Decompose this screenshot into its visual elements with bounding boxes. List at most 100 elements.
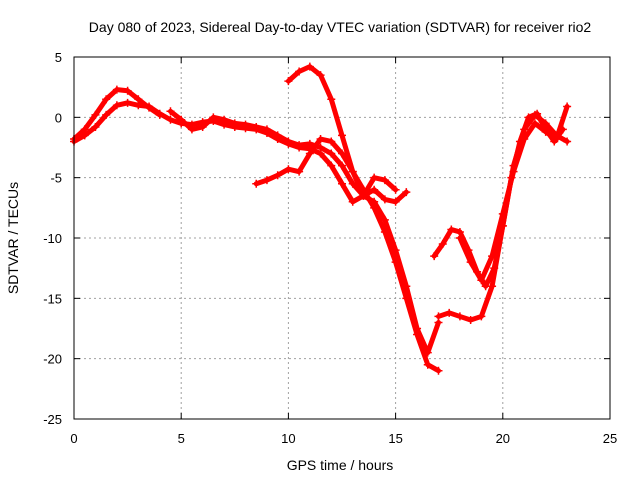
data-point	[123, 86, 132, 95]
data-point	[445, 308, 454, 317]
data-point	[338, 179, 346, 188]
data-point	[284, 77, 293, 86]
data-point	[327, 137, 336, 146]
data-point	[370, 197, 379, 206]
data-point	[230, 119, 239, 128]
data-point	[541, 127, 550, 136]
y-tick-label: 5	[55, 50, 62, 65]
x-tick-label: 10	[281, 431, 295, 446]
data-point	[209, 113, 218, 122]
data-point	[295, 141, 304, 150]
data-point	[284, 165, 293, 174]
data-point	[327, 149, 336, 158]
data-point	[295, 67, 304, 76]
data-point	[327, 95, 336, 104]
data-point	[187, 125, 196, 134]
data-point	[112, 101, 121, 110]
data-point	[520, 135, 529, 144]
data-point	[273, 131, 282, 140]
data-point	[563, 137, 572, 146]
data-point	[434, 312, 443, 321]
data-point	[177, 115, 186, 124]
data-point	[220, 115, 229, 124]
data-point	[316, 135, 325, 144]
data-point	[166, 107, 175, 116]
y-tick-label: -10	[43, 231, 62, 246]
data-point	[380, 176, 389, 185]
data-point	[145, 103, 154, 112]
chart-title: Day 080 of 2023, Sidereal Day-to-day VTE…	[89, 19, 592, 35]
series-line	[457, 103, 570, 283]
data-point	[430, 252, 439, 261]
data-point	[252, 179, 261, 188]
data-point	[102, 95, 111, 104]
y-axis-label: SDTVAR / TECUs	[5, 182, 21, 294]
data-series	[70, 62, 572, 375]
data-point	[438, 240, 447, 249]
data-point	[241, 120, 250, 129]
data-point	[102, 110, 111, 119]
data-point	[134, 95, 143, 104]
data-point	[391, 246, 400, 255]
data-point	[477, 276, 486, 285]
y-tick-label: -25	[43, 412, 62, 427]
series-trace-e	[284, 62, 443, 357]
data-point	[305, 149, 314, 158]
data-point	[413, 324, 422, 333]
data-point	[391, 185, 400, 194]
y-tick-label: -15	[43, 291, 62, 306]
data-point	[198, 122, 207, 131]
y-tick-label: 0	[55, 110, 62, 125]
data-point	[338, 131, 346, 140]
grid	[74, 57, 610, 419]
data-point	[166, 115, 175, 124]
x-axis-label: GPS time / hours	[287, 457, 394, 473]
data-point	[423, 348, 432, 357]
data-point	[273, 171, 282, 180]
series-line	[431, 111, 566, 289]
data-point	[455, 234, 464, 242]
data-point	[91, 110, 100, 119]
data-point	[91, 122, 100, 131]
data-point	[434, 366, 443, 375]
data-point	[466, 316, 475, 325]
data-point	[316, 71, 325, 80]
data-point	[380, 195, 389, 204]
data-point	[524, 113, 533, 122]
data-point	[402, 282, 411, 291]
data-point	[498, 209, 507, 218]
data-point	[295, 167, 304, 176]
series-trace-d	[252, 135, 443, 375]
data-point	[370, 173, 379, 182]
data-point	[447, 225, 456, 234]
data-point	[112, 85, 121, 94]
data-point	[123, 98, 132, 107]
data-point	[262, 125, 271, 134]
data-point	[284, 137, 293, 146]
data-point	[481, 282, 490, 291]
data-point	[305, 62, 314, 71]
data-point	[509, 167, 518, 176]
data-point	[359, 191, 368, 200]
x-tick-label: 15	[388, 431, 402, 446]
data-point	[563, 102, 572, 111]
data-point	[80, 125, 89, 134]
data-point	[533, 109, 542, 118]
data-point	[391, 197, 400, 206]
y-tick-label: -20	[43, 352, 62, 367]
data-point	[552, 135, 561, 144]
series-line	[253, 136, 441, 374]
data-point	[348, 197, 357, 206]
axis-ticks: 0 5 10 15 20 25 -25 -20 -15 -10 -5 0 5	[43, 50, 617, 446]
x-tick-label: 20	[496, 431, 510, 446]
series-trace-a	[70, 98, 400, 206]
x-tick-label: 5	[178, 431, 185, 446]
data-point	[316, 143, 325, 152]
data-point	[423, 360, 432, 369]
data-point	[252, 122, 261, 131]
data-point	[348, 167, 357, 176]
data-point	[380, 215, 389, 224]
data-point	[490, 264, 499, 273]
x-tick-label: 0	[70, 431, 77, 446]
